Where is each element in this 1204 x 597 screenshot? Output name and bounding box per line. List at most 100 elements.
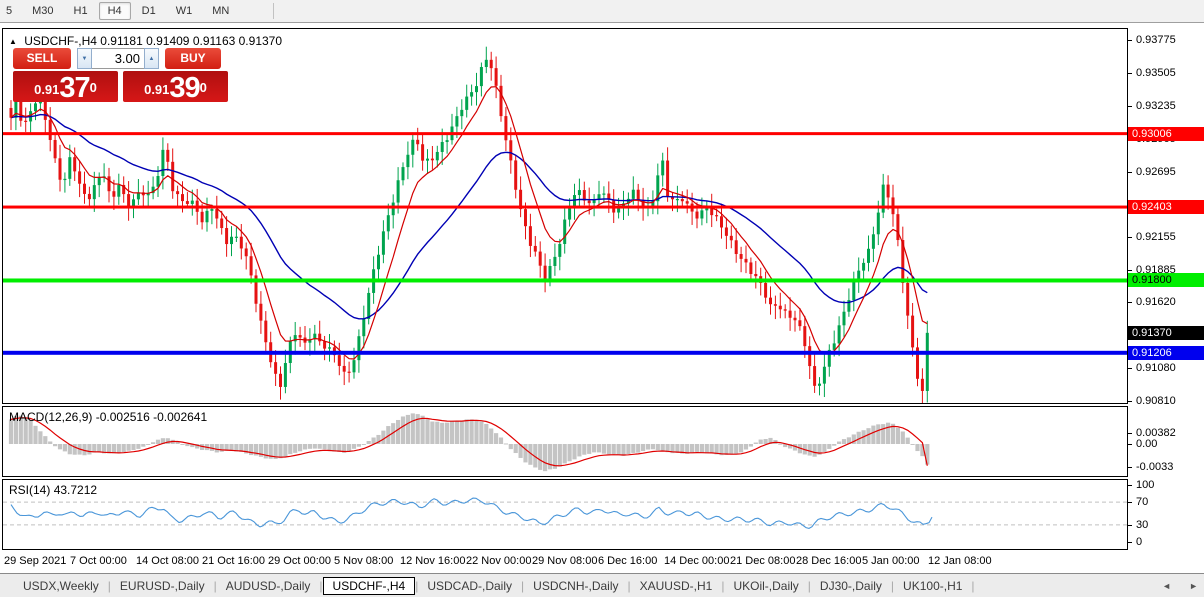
tab-ukoil-daily[interactable]: UKOil-,Daily	[733, 578, 799, 593]
axis-tick-mark	[1128, 542, 1132, 543]
time-axis-label: 21 Dec 08:00	[730, 555, 796, 567]
macd-values: -0.002516 -0.002641	[95, 410, 208, 424]
tab-separator: |	[721, 578, 725, 593]
time-axis-label: 14 Dec 00:00	[664, 555, 730, 567]
sell-price-sup: 0	[89, 80, 97, 95]
volume-input[interactable]	[92, 48, 144, 69]
axis-tick-mark	[1128, 40, 1132, 41]
axis-tick-label: 0.93505	[1136, 66, 1176, 79]
collapse-triangle-icon[interactable]: ▲	[9, 37, 17, 46]
chart-window: ▲ USDCHF-,H4 0.91181 0.91409 0.91163 0.9…	[0, 23, 1204, 574]
rsi-value: 43.7212	[53, 483, 98, 497]
tab-scroll-left-icon[interactable]: ◄	[1162, 581, 1172, 591]
tab-separator: |	[213, 578, 217, 593]
time-axis-label: 5 Jan 00:00	[862, 555, 920, 567]
spinner-up-icon: ▲	[148, 56, 155, 62]
axis-tick-label: 0.91620	[1136, 296, 1176, 309]
axis-tick-mark	[1128, 444, 1132, 445]
axis-tick-mark	[1128, 433, 1132, 434]
timeframe-toolbar: 5 M30 H1 H4 D1 W1 MN	[0, 0, 1204, 23]
timeframe-m30[interactable]: M30	[32, 5, 54, 17]
macd-label: MACD(12,26,9) -0.002516 -0.002641	[9, 410, 208, 424]
tab-separator: |	[107, 578, 111, 593]
axis-tick-label: 0.93235	[1136, 99, 1176, 112]
candlestick-plot	[3, 46, 1127, 403]
price-axis: 0.937750.935050.932350.929650.926950.921…	[1128, 28, 1204, 574]
time-axis-label: 22 Nov 00:00	[466, 555, 532, 567]
tab-dj30-daily[interactable]: DJ30-,Daily	[819, 578, 882, 593]
tab-usdx-weekly[interactable]: USDX,Weekly	[23, 578, 99, 593]
axis-tick-mark	[1128, 237, 1132, 239]
buy-price-sup: 0	[199, 80, 207, 95]
axis-tick-mark	[1128, 171, 1132, 173]
tab-separator: |	[521, 578, 525, 593]
tab-separator: |	[627, 578, 631, 593]
sell-price-tile[interactable]: 0.91 37 0	[13, 71, 118, 104]
price-line-badge: 0.92403	[1128, 200, 1204, 215]
timeframe-d1[interactable]: D1	[141, 5, 156, 17]
tab-scroll-buttons: ◄ ►	[1162, 574, 1198, 597]
volume-increase-button[interactable]: ▲	[144, 48, 159, 69]
time-axis-label: 12 Jan 08:00	[928, 555, 992, 567]
buy-price-prefix: 0.91	[144, 82, 170, 97]
rsi-plot	[3, 497, 1127, 529]
axis-tick-mark	[1128, 485, 1132, 486]
buy-button[interactable]: BUY	[165, 48, 221, 69]
time-axis-label: 21 Oct 16:00	[202, 555, 265, 567]
tab-usdchf-h4[interactable]: USDCHF-,H4	[322, 576, 416, 595]
macd-axis-label: 0.00382	[1136, 427, 1176, 439]
buy-price-big: 39	[169, 72, 200, 104]
rsi-axis-label: 30	[1136, 518, 1149, 531]
tab-audusd-daily[interactable]: AUDUSD-,Daily	[225, 578, 311, 593]
axis-tick-label: 0.91885	[1136, 264, 1176, 277]
horizontal-line-0.91206	[3, 350, 1127, 355]
time-axis-label: 29 Oct 00:00	[268, 555, 331, 567]
timeframe-w1[interactable]: W1	[175, 5, 193, 17]
sell-price-big: 37	[59, 72, 90, 104]
price-chart-pane[interactable]: ▲ USDCHF-,H4 0.91181 0.91409 0.91163 0.9…	[2, 28, 1128, 404]
chart-symbol-period: USDCHF-,H4	[24, 34, 97, 48]
tab-separator: |	[890, 578, 895, 593]
buy-price-tile[interactable]: 0.91 39 0	[123, 71, 228, 104]
tab-xauusd-h1[interactable]: XAUUSD-,H1	[639, 578, 713, 593]
toolbar-separator	[273, 3, 275, 19]
time-axis-label: 14 Oct 08:00	[136, 555, 199, 567]
timeframe-h1[interactable]: H1	[73, 5, 88, 17]
time-axis-label: 6 Dec 16:00	[598, 555, 658, 567]
tab-usdcad-daily[interactable]: USDCAD-,Daily	[427, 578, 513, 593]
axis-tick-label: 0.90810	[1136, 395, 1176, 408]
symbol-tab-bar: USDX,Weekly | EURUSD-,Daily | AUDUSD-,Daily |…	[0, 573, 1204, 597]
tab-eurusd-daily[interactable]: EURUSD-,Daily	[119, 578, 205, 593]
macd-axis-label: -0.0033	[1136, 461, 1174, 473]
axis-tick-mark	[1128, 467, 1132, 468]
rsi-indicator-pane[interactable]: RSI(14) 43.7212	[2, 479, 1128, 550]
axis-tick-label: 0.93775	[1136, 34, 1176, 46]
tab-uk100-h1[interactable]: UK100-,H1	[903, 578, 963, 593]
timeframe-5[interactable]: 5	[6, 5, 13, 17]
current-price-badge: 0.91370	[1128, 325, 1204, 340]
time-axis-label: 29 Sep 2021	[4, 555, 67, 567]
axis-tick-mark	[1128, 524, 1132, 526]
timeframe-h4[interactable]: H4	[98, 2, 131, 20]
macd-plot	[8, 413, 930, 472]
tab-separator: |	[971, 578, 975, 593]
tab-usdcnh-daily[interactable]: USDCNH-,Daily	[533, 578, 619, 593]
horizontal-line-0.92403	[3, 205, 1127, 209]
spinner-down-icon: ▼	[81, 56, 88, 62]
volume-decrease-button[interactable]: ▼	[77, 48, 92, 69]
time-axis-label: 12 Nov 16:00	[400, 555, 466, 567]
macd-indicator-pane[interactable]: MACD(12,26,9) -0.002516 -0.002641	[2, 406, 1128, 477]
rsi-axis-label: 0	[1136, 536, 1143, 548]
chart-ohlc-readout: 0.91181 0.91409 0.91163 0.91370	[100, 34, 283, 48]
rsi-label: RSI(14) 43.7212	[9, 483, 98, 497]
price-line-badge: 0.91206	[1128, 345, 1204, 360]
tab-scroll-right-icon[interactable]: ►	[1189, 581, 1198, 591]
axis-tick-mark	[1128, 401, 1132, 403]
axis-tick-mark	[1128, 302, 1132, 304]
sell-button[interactable]: SELL	[13, 48, 71, 69]
axis-tick-mark	[1128, 502, 1132, 504]
rsi-axis-label: 70	[1136, 496, 1149, 509]
time-axis-label: 7 Oct 00:00	[70, 555, 127, 567]
timeframe-mn[interactable]: MN	[212, 5, 230, 17]
